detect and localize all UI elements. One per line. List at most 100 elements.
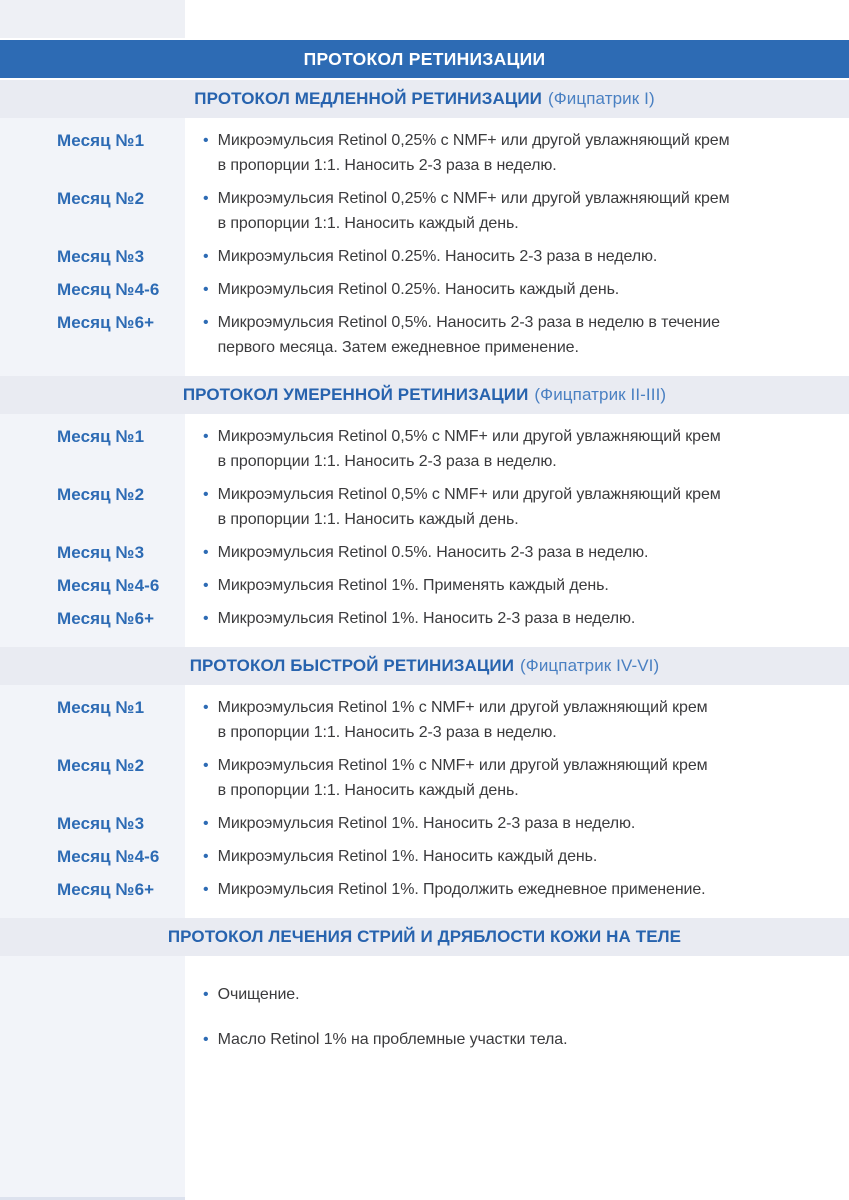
bullet-icon: • [203,281,209,298]
protocol-row: • Масло Retinol 1% на проблемные участки… [0,1027,849,1052]
protocol-row: Месяц №2 • Микроэмульсия Retinol 0,25% с… [0,186,849,236]
protocol-row: Месяц №6+ • Микроэмульсия Retinol 1%. На… [0,606,849,631]
row-text: Микроэмульсия Retinol 1%. Наносить 2-3 р… [217,815,636,832]
document-title-bar: ПРОТОКОЛ РЕТИНИЗАЦИИ [0,40,849,78]
row-body: • Микроэмульсия Retinol 1%. Наносить каж… [185,844,597,869]
row-text: Микроэмульсия Retinol 0.25%. Наносить 2-… [217,248,658,265]
row-body: • Микроэмульсия Retinol 1%. Наносить 2-3… [185,811,635,836]
month-label: Месяц №4-6 [57,576,160,595]
bullet-icon: • [203,848,209,865]
row-body: • Микроэмульсия Retinol 0.25%. Наносить … [185,244,657,269]
row-body: • Масло Retinol 1% на проблемные участки… [185,1027,568,1052]
row-text: Микроэмульсия Retinol 1%. Продолжить еже… [217,881,706,898]
section-rows: Месяц №1 • Микроэмульсия Retinol 0,25% с… [0,118,849,376]
protocol-row: Месяц №1 • Микроэмульсия Retinol 0,25% с… [0,128,849,178]
month-label: Месяц №6+ [57,880,155,899]
protocol-row: Месяц №6+ • Микроэмульсия Retinol 0,5%. … [0,310,849,360]
bullet-icon: • [203,577,209,594]
protocol-section: ПРОТОКОЛ БЫСТРОЙ РЕТИНИЗАЦИИ (Фицпатрик … [0,647,849,918]
row-text: Микроэмульсия Retinol 1% с NMF+ или друг… [217,699,708,741]
month-label: Месяц №3 [57,814,145,833]
row-text: Микроэмульсия Retinol 0,5% с NMF+ или др… [217,428,721,470]
section-subtitle: (Фицпатрик IV-VI) [520,656,660,675]
row-body: • Микроэмульсия Retinol 0.5%. Наносить 2… [185,540,649,565]
row-body: • Микроэмульсия Retinol 0,5% с NMF+ или … [185,482,721,532]
section-rows: • Очищение. • Масло Retinol 1% на пробле… [0,956,849,1068]
row-text: Микроэмульсия Retinol 0,5% с NMF+ или др… [217,486,721,528]
row-text: Микроэмульсия Retinol 0.25%. Наносить ка… [217,281,620,298]
bullet-icon: • [203,610,209,627]
section-title: ПРОТОКОЛ БЫСТРОЙ РЕТИНИЗАЦИИ [189,656,515,675]
row-body: • Микроэмульсия Retinol 0,5%. Наносить 2… [185,310,720,360]
protocol-row: Месяц №4-6 • Микроэмульсия Retinol 0.25%… [0,277,849,302]
bullet-icon: • [203,815,209,832]
row-text: Микроэмульсия Retinol 0,25% с NMF+ или д… [217,132,730,174]
row-text: Микроэмульсия Retinol 0,5%. Наносить 2-3… [217,314,720,356]
bullet-icon: • [203,132,209,149]
row-body: • Микроэмульсия Retinol 0,25% с NMF+ или… [185,186,730,236]
row-text: Микроэмульсия Retinol 1%. Применять кажд… [217,577,609,594]
section-header: ПРОТОКОЛ УМЕРЕННОЙ РЕТИНИЗАЦИИ (Фицпатри… [0,376,849,414]
bullet-icon: • [203,428,209,445]
row-text: Микроэмульсия Retinol 1%. Наносить 2-3 р… [217,610,636,627]
protocol-row: • Очищение. [0,982,849,1007]
row-body: • Микроэмульсия Retinol 1%. Наносить 2-3… [185,606,635,631]
document-title: ПРОТОКОЛ РЕТИНИЗАЦИИ [303,48,546,69]
section-subtitle: (Фицпатрик II-III) [534,385,667,404]
section-rows: Месяц №1 • Микроэмульсия Retinol 1% с NM… [0,685,849,918]
row-text: Микроэмульсия Retinol 0,25% с NMF+ или д… [217,190,730,232]
bullet-icon: • [203,544,209,561]
section-header: ПРОТОКОЛ БЫСТРОЙ РЕТИНИЗАЦИИ (Фицпатрик … [0,647,849,685]
protocol-row: Месяц №3 • Микроэмульсия Retinol 1%. Нан… [0,811,849,836]
month-label: Месяц №4-6 [57,280,160,299]
row-text: Очищение. [217,986,300,1003]
month-label: Месяц №3 [57,543,145,562]
row-body: • Микроэмульсия Retinol 1% с NMF+ или др… [185,753,708,803]
month-label: Месяц №2 [57,189,145,208]
protocol-row: Месяц №3 • Микроэмульсия Retinol 0.25%. … [0,244,849,269]
row-text: Микроэмульсия Retinol 0.5%. Наносить 2-3… [217,544,649,561]
document-content: ПРОТОКОЛ РЕТИНИЗАЦИИ ПРОТОКОЛ МЕДЛЕННОЙ … [0,0,849,1068]
row-text: Микроэмульсия Retinol 1% с NMF+ или друг… [217,757,708,799]
bullet-icon: • [203,881,209,898]
protocol-row: Месяц №1 • Микроэмульсия Retinol 0,5% с … [0,424,849,474]
top-left-spacer-block [0,0,185,38]
protocol-row: Месяц №2 • Микроэмульсия Retinol 1% с NM… [0,753,849,803]
bullet-icon: • [203,248,209,265]
protocol-row: Месяц №3 • Микроэмульсия Retinol 0.5%. Н… [0,540,849,565]
row-text: Микроэмульсия Retinol 1%. Наносить кажды… [217,848,598,865]
row-body: • Микроэмульсия Retinol 0,5% с NMF+ или … [185,424,721,474]
protocol-section: ПРОТОКОЛ МЕДЛЕННОЙ РЕТИНИЗАЦИИ (Фицпатри… [0,80,849,376]
section-title: ПРОТОКОЛ МЕДЛЕННОЙ РЕТИНИЗАЦИИ [194,89,543,108]
protocol-row: Месяц №4-6 • Микроэмульсия Retinol 1%. П… [0,573,849,598]
section-header: ПРОТОКОЛ ЛЕЧЕНИЯ СТРИЙ И ДРЯБЛОСТИ КОЖИ … [0,918,849,956]
protocol-section: ПРОТОКОЛ ЛЕЧЕНИЯ СТРИЙ И ДРЯБЛОСТИ КОЖИ … [0,918,849,1068]
section-rows: Месяц №1 • Микроэмульсия Retinol 0,5% с … [0,414,849,647]
month-label: Месяц №3 [57,247,145,266]
bullet-icon: • [203,190,209,207]
protocol-row: Месяц №1 • Микроэмульсия Retinol 1% с NM… [0,695,849,745]
section-header: ПРОТОКОЛ МЕДЛЕННОЙ РЕТИНИЗАЦИИ (Фицпатри… [0,80,849,118]
month-label: Месяц №1 [57,427,145,446]
bullet-icon: • [203,699,209,716]
protocol-row: Месяц №2 • Микроэмульсия Retinol 0,5% с … [0,482,849,532]
protocol-section: ПРОТОКОЛ УМЕРЕННОЙ РЕТИНИЗАЦИИ (Фицпатри… [0,376,849,647]
bullet-icon: • [203,986,209,1003]
bullet-icon: • [203,757,209,774]
row-body: • Микроэмульсия Retinol 0,25% с NMF+ или… [185,128,730,178]
bullet-icon: • [203,314,209,331]
month-label: Месяц №6+ [57,609,155,628]
bullet-icon: • [203,486,209,503]
month-label: Месяц №2 [57,756,145,775]
top-margin [0,0,849,40]
bullet-icon: • [203,1031,209,1048]
protocol-sections: ПРОТОКОЛ МЕДЛЕННОЙ РЕТИНИЗАЦИИ (Фицпатри… [0,80,849,1068]
protocol-row: Месяц №6+ • Микроэмульсия Retinol 1%. Пр… [0,877,849,902]
section-subtitle: (Фицпатрик I) [548,89,655,108]
row-body: • Микроэмульсия Retinol 0.25%. Наносить … [185,277,619,302]
row-body: • Микроэмульсия Retinol 1%. Применять ка… [185,573,609,598]
month-label: Месяц №1 [57,698,145,717]
month-label: Месяц №1 [57,131,145,150]
month-label: Месяц №4-6 [57,847,160,866]
